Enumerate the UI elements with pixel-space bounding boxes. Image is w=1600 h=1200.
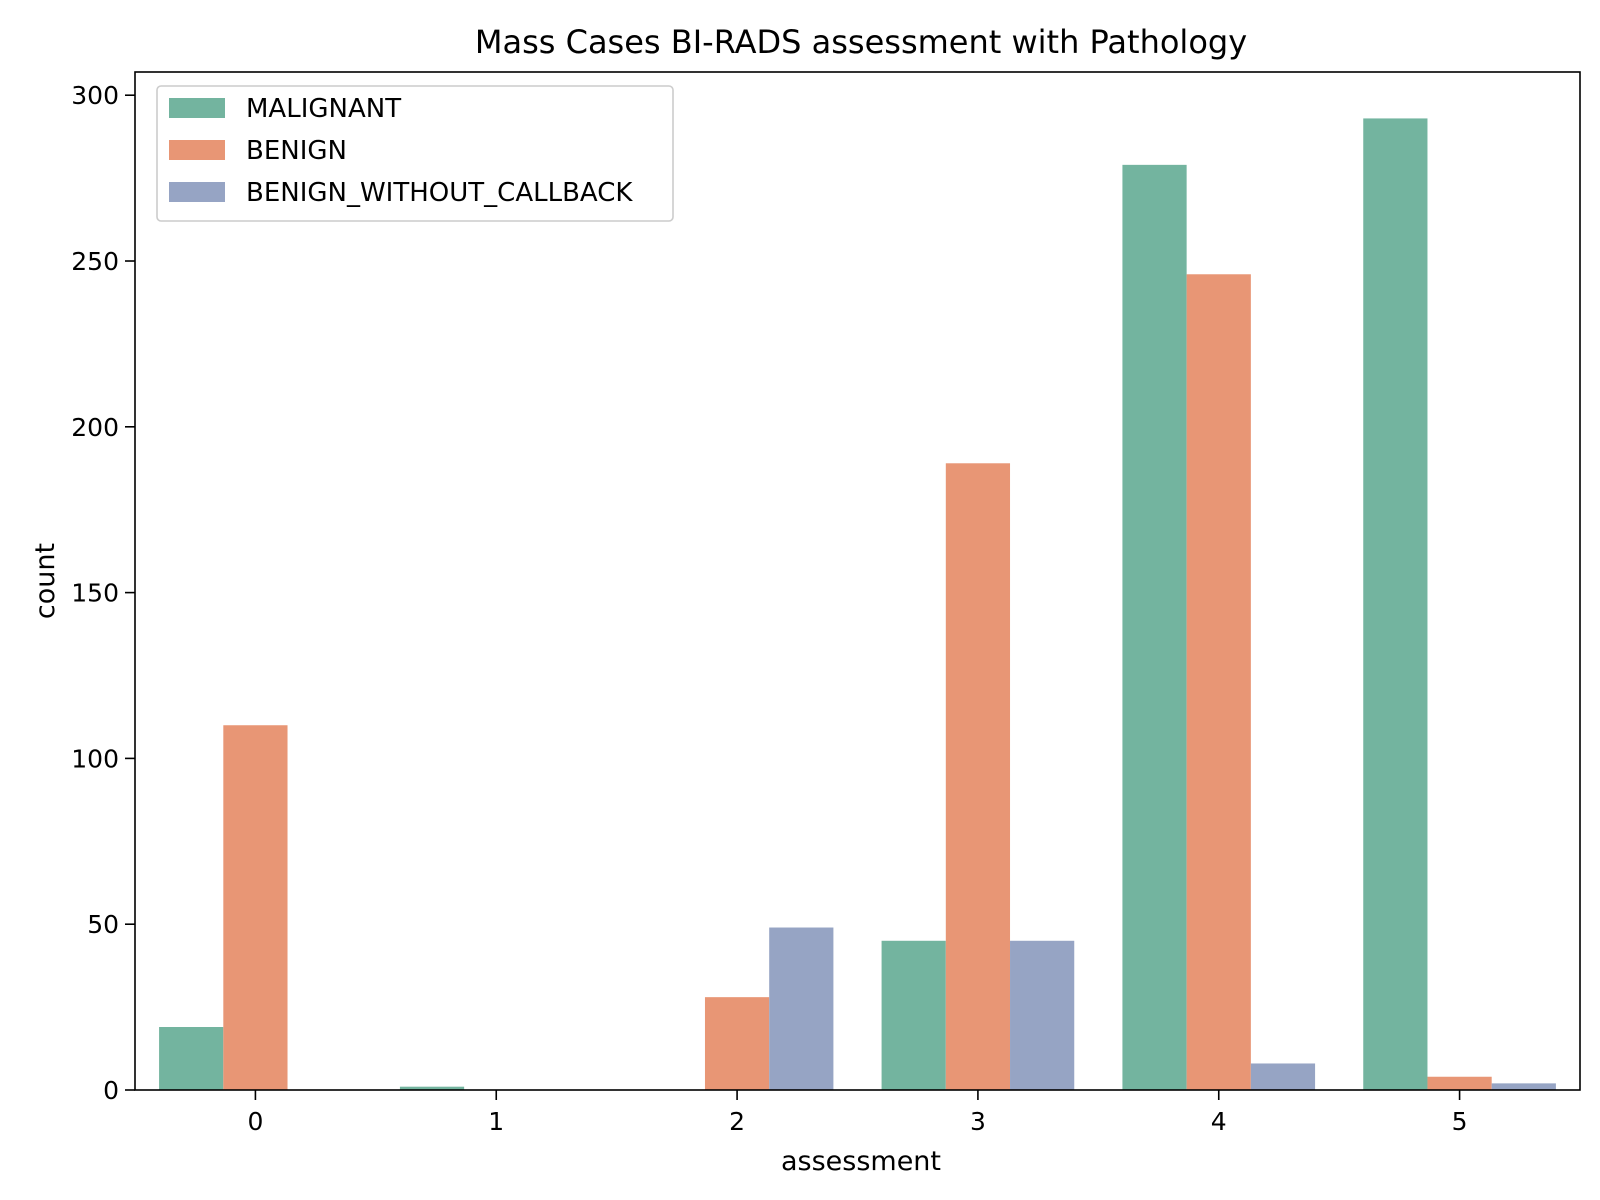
x-tick-label: 5	[1452, 1107, 1468, 1136]
bar-benign-without-callback-5	[1491, 1083, 1556, 1090]
plot-frame	[134, 71, 1581, 1091]
x-tick-label: 1	[488, 1107, 504, 1136]
bar-benign-0	[223, 725, 288, 1090]
bar-malignant-0	[159, 1027, 224, 1090]
y-tick-label: 0	[103, 1076, 119, 1105]
bar-malignant-4	[1122, 164, 1187, 1091]
legend-box	[156, 85, 674, 222]
bar-benign-3	[945, 463, 1011, 1090]
bar-malignant-5	[1363, 118, 1428, 1091]
y-tick-label: 300	[71, 81, 119, 110]
bar-benign-without-callback-3	[1010, 940, 1075, 1090]
x-tick-label: 0	[247, 1107, 263, 1136]
y-tick-label: 100	[71, 744, 119, 773]
legend-swatch	[169, 98, 225, 118]
x-tick-label: 2	[729, 1107, 745, 1136]
bar-malignant-1	[399, 1086, 465, 1090]
legend-swatch	[169, 140, 225, 160]
y-axis-label: count	[30, 543, 61, 619]
x-axis-label: assessment	[781, 1146, 941, 1177]
chart-title: Mass Cases BI-RADS assessment with Patho…	[475, 23, 1247, 61]
legend: MALIGNANT BENIGN BENIGN_WITHOUT_CALLBACK	[156, 85, 674, 222]
legend-label: BENIGN_WITHOUT_CALLBACK	[246, 178, 633, 208]
legend-label: BENIGN	[246, 136, 347, 166]
bar-benign-without-callback-2	[769, 927, 834, 1090]
bar-benign-5	[1427, 1076, 1492, 1090]
x-tick-label: 3	[970, 1107, 986, 1136]
bars-layer	[159, 118, 1556, 1091]
y-tick-label: 50	[87, 910, 119, 939]
x-axis: 0 1 2 3 4 5	[247, 1090, 1468, 1136]
y-axis: 0 50 100 150 200 250 300	[71, 81, 135, 1105]
x-tick-label: 4	[1211, 1107, 1227, 1136]
legend-items: MALIGNANT BENIGN BENIGN_WITHOUT_CALLBACK	[169, 94, 633, 208]
legend-swatch	[169, 182, 225, 202]
y-tick-label: 250	[71, 247, 119, 276]
bar-benign-2	[704, 997, 770, 1090]
legend-label: MALIGNANT	[246, 94, 401, 124]
y-tick-label: 200	[71, 413, 119, 442]
bar-benign-4	[1186, 274, 1251, 1090]
bar-benign-without-callback-4	[1250, 1063, 1316, 1090]
y-tick-label: 150	[71, 579, 119, 608]
bar-malignant-3	[881, 940, 946, 1090]
